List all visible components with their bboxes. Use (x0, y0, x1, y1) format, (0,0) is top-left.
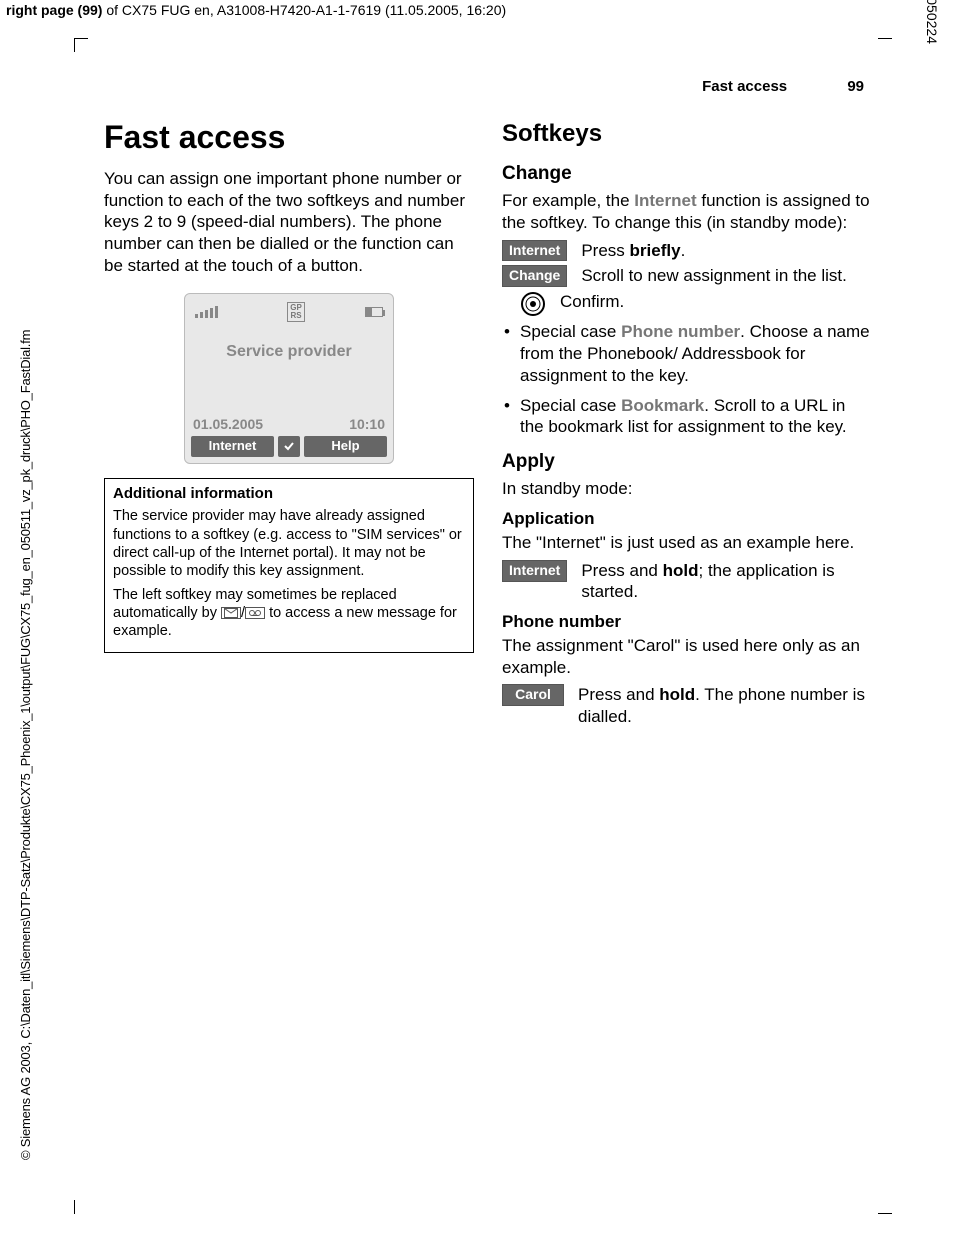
info-box: Additional information The service provi… (104, 478, 474, 654)
voicemail-icon (245, 607, 265, 619)
envelope-icon (221, 607, 241, 619)
step-press-briefly: Internet Press briefly. (502, 240, 872, 262)
softkey-change: Change (502, 265, 567, 287)
confirm-button-icon (520, 291, 546, 317)
change-heading: Change (502, 162, 872, 186)
phone-softkey-center-icon (278, 436, 300, 457)
page-content: Fast access 99 Fast access You can assig… (74, 38, 892, 1214)
phone-number-heading: Phone number (502, 611, 872, 633)
apply-heading: Apply (502, 450, 872, 474)
page-title: Fast access (104, 117, 474, 158)
special-case-bookmark: Special case Bookmark. Scroll to a URL i… (502, 395, 872, 439)
special-cases-list: Special case Phone number. Choose a name… (502, 321, 872, 438)
step-carol-hold: Carol Press and hold. The phone number i… (502, 684, 872, 728)
top-header: right page (99) of CX75 FUG en, A31008-H… (6, 2, 506, 18)
change-intro: For example, the Internet function is as… (502, 190, 872, 234)
phone-date: 01.05.2005 (193, 416, 263, 434)
intro-paragraph: You can assign one important phone numbe… (104, 168, 474, 277)
phone-date-time: 01.05.2005 10:10 (191, 416, 387, 436)
internet-label-text: Internet (634, 191, 696, 210)
top-header-bold: right page (99) (6, 2, 102, 18)
page-number: 99 (847, 78, 864, 95)
step-scroll-list: Change Scroll to new assignment in the l… (502, 265, 872, 287)
phone-softkey-bar: Internet Help (191, 436, 387, 457)
right-margin-text: Template: X75, Version 2.2; VAR Language… (924, 0, 940, 44)
top-header-rest: of CX75 FUG en, A31008-H7420-A1-1-7619 (… (102, 2, 506, 18)
gprs-icon: GP RS (287, 302, 305, 322)
softkey-internet-apply: Internet (502, 560, 567, 582)
info-box-title: Additional information (113, 485, 465, 504)
battery-icon (365, 307, 383, 317)
signal-icon (195, 306, 227, 318)
application-heading: Application (502, 508, 872, 530)
phone-time: 10:10 (349, 416, 385, 434)
left-column: Fast access You can assign one important… (104, 117, 474, 732)
phone-softkey-left: Internet (191, 436, 274, 457)
running-title: Fast access (702, 78, 787, 95)
step-confirm: Confirm. (502, 291, 872, 317)
softkeys-heading: Softkeys (502, 119, 872, 150)
apply-intro: In standby mode: (502, 478, 872, 500)
phone-softkey-right: Help (304, 436, 387, 457)
softkey-internet: Internet (502, 240, 567, 262)
info-box-p2: The left softkey may sometimes be replac… (113, 586, 465, 640)
application-text: The "Internet" is just used as an exampl… (502, 532, 872, 554)
phone-status-bar: GP RS (191, 300, 387, 328)
step-app-hold: Internet Press and hold; the application… (502, 560, 872, 604)
phone-provider-text: Service provider (191, 342, 387, 362)
left-margin-text: © Siemens AG 2003, C:\Daten_itl\Siemens\… (18, 330, 33, 1160)
phone-number-text: The assignment "Carol" is used here only… (502, 635, 872, 679)
phone-screenshot: GP RS Service provider 01.05.2005 10:10 … (184, 293, 394, 464)
softkey-carol: Carol (502, 684, 564, 706)
info-box-p1: The service provider may have already as… (113, 507, 465, 580)
running-head: Fast access 99 (104, 78, 872, 95)
right-column: Softkeys Change For example, the Interne… (502, 117, 872, 732)
special-case-phone-number: Special case Phone number. Choose a name… (502, 321, 872, 386)
